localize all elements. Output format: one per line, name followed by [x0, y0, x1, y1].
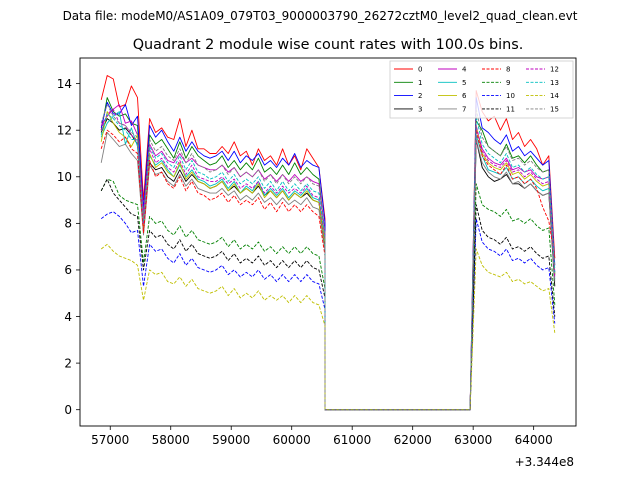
legend-label-9: 9: [506, 79, 510, 87]
y-tick-label: 0: [64, 403, 72, 417]
legend-label-4: 4: [462, 66, 467, 74]
legend-label-10: 10: [506, 92, 515, 100]
y-tick-label: 8: [64, 217, 72, 231]
y-tick-label: 6: [64, 263, 72, 277]
series-line-10: [100, 211, 556, 411]
chart-title: Quadrant 2 module wise count rates with …: [133, 37, 524, 53]
legend-label-12: 12: [550, 66, 559, 74]
x-tick-label: 58000: [152, 433, 190, 447]
y-tick-label: 4: [64, 310, 72, 324]
axes-frame: [79, 57, 577, 427]
legend-label-1: 1: [418, 79, 422, 87]
x-tick-label: 64000: [515, 433, 553, 447]
plot-lines: [100, 75, 556, 411]
legend-label-5: 5: [462, 79, 466, 87]
legend-label-14: 14: [550, 92, 559, 100]
series-line-15: [100, 104, 556, 411]
x-tick-label: 63000: [454, 433, 492, 447]
y-tick-label: 10: [57, 170, 72, 184]
x-tick-label: 60000: [273, 433, 311, 447]
y-tick-label: 12: [57, 124, 72, 138]
y-axis: 0 2 4 6 8 10 12 14: [57, 77, 80, 417]
legend-label-6: 6: [462, 92, 467, 100]
data-file-suptitle: Data file: modeM0/AS1A09_079T03_90000037…: [63, 9, 578, 23]
x-axis: 57000 58000 59000 60000 61000 62000 63000 64000: [91, 426, 553, 447]
legend-label-3: 3: [418, 105, 422, 113]
legend-label-0: 0: [418, 66, 422, 74]
y-tick-label: 2: [64, 356, 72, 370]
x-tick-label: 57000: [91, 433, 129, 447]
legend-label-8: 8: [506, 66, 510, 74]
x-tick-label: 62000: [394, 433, 432, 447]
x-axis-offset-text: +3.344e8: [515, 455, 574, 469]
legend-label-7: 7: [462, 105, 466, 113]
x-tick-label: 59000: [212, 433, 250, 447]
y-tick-label: 14: [57, 77, 72, 91]
legend-label-13: 13: [550, 79, 559, 87]
legend-label-2: 2: [418, 92, 422, 100]
legend-label-11: 11: [506, 105, 515, 113]
legend-label-15: 15: [550, 105, 559, 113]
x-tick-label: 61000: [333, 433, 371, 447]
